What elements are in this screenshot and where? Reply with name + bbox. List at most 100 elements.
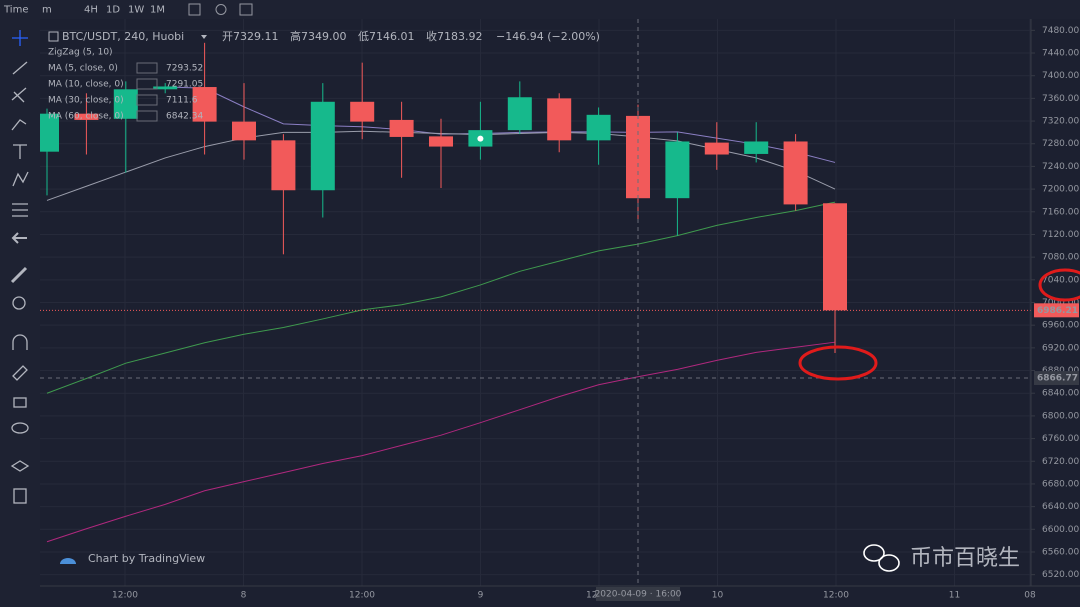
legend-buttons[interactable] bbox=[136, 62, 158, 74]
y-tick-label: 7160.00 bbox=[1042, 207, 1079, 217]
x-tick-label: 10 bbox=[712, 591, 724, 601]
legend-buttons[interactable] bbox=[136, 110, 158, 122]
candle-body bbox=[704, 142, 729, 155]
tool-pattern[interactable] bbox=[12, 171, 29, 187]
symbol: BTC/USDT, 240, Huobi bbox=[62, 30, 184, 43]
x-tick-label: 12:00 bbox=[349, 591, 375, 601]
y-tick-label: 7360.00 bbox=[1042, 94, 1079, 104]
change: −146.94 (−2.00%) bbox=[496, 30, 600, 43]
legend-buttons[interactable] bbox=[136, 78, 158, 90]
y-tick-label: 6960.00 bbox=[1042, 321, 1079, 331]
candle bbox=[113, 81, 138, 173]
top-icons bbox=[188, 3, 253, 16]
y-tick-label: 6600.00 bbox=[1042, 525, 1079, 535]
y-tick-label: 6640.00 bbox=[1042, 502, 1079, 512]
candle-body bbox=[507, 97, 532, 131]
ohlc-key: 开 bbox=[222, 30, 233, 43]
tool-prediction[interactable] bbox=[12, 203, 28, 217]
plot bbox=[35, 19, 1031, 586]
legend-name[interactable]: MA (60, close, 0) bbox=[48, 112, 124, 122]
candle-body bbox=[113, 89, 138, 119]
y-tick-label: 6800.00 bbox=[1042, 411, 1079, 421]
last-price-label: 6986.21 bbox=[1037, 306, 1078, 316]
ohlc-value: 7146.01 bbox=[369, 30, 415, 43]
x-tick-label: 12:00 bbox=[112, 591, 138, 601]
y-tick-label: 7440.00 bbox=[1042, 49, 1079, 59]
tool-back[interactable] bbox=[11, 232, 27, 244]
interval-button[interactable]: m bbox=[42, 5, 52, 16]
y-tick-label: 7120.00 bbox=[1042, 230, 1079, 240]
legend-value: 7293.52 bbox=[166, 64, 203, 74]
y-tick-label: 7400.00 bbox=[1042, 71, 1079, 81]
y-tick-label: 7200.00 bbox=[1042, 185, 1079, 195]
y-tick-label: 6760.00 bbox=[1042, 434, 1079, 444]
candle bbox=[429, 118, 453, 188]
legend-name[interactable]: MA (30, close, 0) bbox=[48, 96, 124, 106]
icon-settings[interactable] bbox=[215, 4, 227, 15]
icon-screenshot[interactable] bbox=[239, 3, 253, 16]
tool-layers[interactable] bbox=[10, 460, 30, 472]
tool-brush[interactable] bbox=[11, 119, 27, 131]
tool-lock[interactable] bbox=[13, 397, 27, 408]
tool-line[interactable] bbox=[12, 61, 28, 75]
icon-compare[interactable] bbox=[188, 3, 201, 16]
interval-button[interactable]: 1M bbox=[150, 5, 165, 16]
x-tick-label: 11 bbox=[949, 591, 960, 601]
y-tick-label: 6920.00 bbox=[1042, 343, 1079, 353]
tool-lock-draw[interactable] bbox=[12, 365, 28, 381]
legend-buttons[interactable] bbox=[136, 94, 158, 106]
candle-body bbox=[192, 87, 217, 122]
wechat-logo bbox=[863, 544, 900, 572]
candle bbox=[232, 83, 256, 160]
legend-value: 7111.6 bbox=[166, 96, 198, 106]
collapse-icon[interactable] bbox=[48, 31, 59, 42]
tool-magnet[interactable] bbox=[12, 334, 28, 350]
candle bbox=[271, 134, 296, 255]
highlight-circle bbox=[798, 345, 878, 381]
tool-trash[interactable] bbox=[13, 488, 27, 504]
candle-body bbox=[665, 141, 690, 199]
x-tick-label: 08 bbox=[1024, 591, 1036, 601]
y-tick-label: 6680.00 bbox=[1042, 479, 1079, 489]
candle bbox=[586, 107, 611, 165]
legend: BTC/USDT, 240, Huobi ZigZag (5, 10) 开 732… bbox=[48, 29, 600, 122]
candle bbox=[665, 132, 690, 236]
tool-measure[interactable] bbox=[10, 266, 28, 284]
candle-body bbox=[547, 98, 572, 141]
ma-line bbox=[46, 201, 836, 394]
ohlc-key: 高 bbox=[290, 29, 301, 43]
interval-button[interactable]: 4H bbox=[84, 5, 98, 16]
tool-text[interactable] bbox=[13, 144, 27, 159]
ohlc-value: 7349.00 bbox=[301, 30, 347, 43]
candle bbox=[389, 101, 414, 178]
grid bbox=[40, 19, 1031, 586]
candle-body bbox=[823, 203, 847, 311]
tool-fib[interactable] bbox=[11, 87, 27, 103]
candle-body bbox=[429, 136, 453, 147]
candle-body bbox=[744, 141, 769, 154]
interval-button[interactable]: Time bbox=[3, 5, 28, 16]
interval-button[interactable]: 1D bbox=[106, 5, 120, 16]
tool-zoom[interactable] bbox=[12, 296, 26, 310]
candle-body bbox=[271, 140, 296, 191]
y-tick-label: 7480.00 bbox=[1042, 26, 1079, 36]
y-tick-label: 7040.00 bbox=[1042, 275, 1079, 285]
watermark: Chart by TradingView bbox=[88, 552, 205, 565]
symbol-dropdown[interactable] bbox=[201, 35, 207, 39]
tool-eye[interactable] bbox=[11, 422, 29, 434]
candle-body bbox=[350, 101, 375, 122]
candle-body bbox=[783, 141, 808, 205]
legend-name[interactable]: MA (10, close, 0) bbox=[48, 80, 124, 90]
ma-line bbox=[165, 86, 836, 163]
candle bbox=[310, 83, 335, 218]
x-tick-label: 12:00 bbox=[823, 591, 849, 601]
legend-name[interactable]: MA (5, close, 0) bbox=[48, 64, 118, 74]
ohlc-value: 7183.92 bbox=[437, 30, 483, 43]
y-tick-label: 6520.00 bbox=[1042, 570, 1079, 580]
tool-cross[interactable] bbox=[12, 30, 28, 46]
crosshair-price-label: 6866.77 bbox=[1037, 374, 1078, 384]
interval-buttons: Time m 4H 1D 1W 1M bbox=[3, 5, 165, 16]
y-tick-label: 6720.00 bbox=[1042, 457, 1079, 467]
interval-button[interactable]: 1W bbox=[128, 5, 144, 16]
candle bbox=[547, 93, 572, 153]
